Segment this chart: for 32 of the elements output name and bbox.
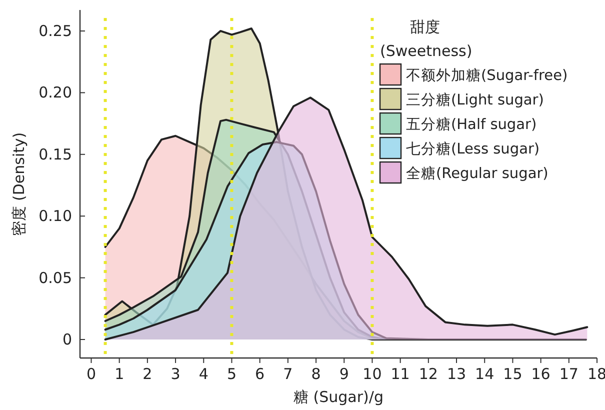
- x-tick-label: 12: [418, 365, 438, 383]
- y-tick-label: 0.15: [38, 145, 72, 164]
- x-tick-label: 2: [142, 365, 152, 383]
- x-tick-label: 4: [198, 365, 208, 383]
- legend-label: 全糖(Regular sugar): [406, 165, 548, 182]
- legend-label: 三分糖(Light sugar): [406, 92, 544, 108]
- x-tick-label: 0: [86, 365, 96, 383]
- x-tick-label: 5: [226, 365, 236, 383]
- y-tick-label: 0.10: [38, 207, 72, 226]
- legend-label: 五分糖(Half sugar): [406, 116, 537, 133]
- x-tick-label: 9: [339, 365, 349, 383]
- x-tick-label: 11: [390, 365, 410, 383]
- x-tick-label: 3: [170, 365, 180, 383]
- legend-label: 七分糖(Less sugar): [406, 140, 540, 158]
- y-tick-label: 0.20: [38, 84, 72, 102]
- legend-title: 甜度 (Sweetness): [380, 18, 472, 60]
- x-tick-label: 10: [362, 365, 382, 383]
- x-tick-label: 8: [311, 365, 321, 383]
- y-tick-label: 0: [62, 330, 72, 348]
- y-tick-label: 0.05: [38, 268, 72, 287]
- x-tick-label: 15: [503, 365, 522, 383]
- legend-label: 不额外加糖(Sugar-free): [406, 67, 568, 84]
- x-tick-label: 13: [446, 365, 466, 383]
- x-tick-label: 1: [114, 365, 124, 383]
- x-tick-label: 14: [475, 365, 494, 383]
- x-tick-label: 16: [531, 365, 550, 383]
- x-axis-title: 糖 (Sugar)/g: [294, 388, 384, 406]
- y-tick-label: 0.25: [38, 22, 72, 40]
- x-tick-label: 17: [559, 365, 578, 383]
- x-tick-label: 7: [283, 365, 293, 383]
- y-axis-title: 密度 (Density): [10, 132, 28, 236]
- x-tick-label: 6: [255, 365, 265, 383]
